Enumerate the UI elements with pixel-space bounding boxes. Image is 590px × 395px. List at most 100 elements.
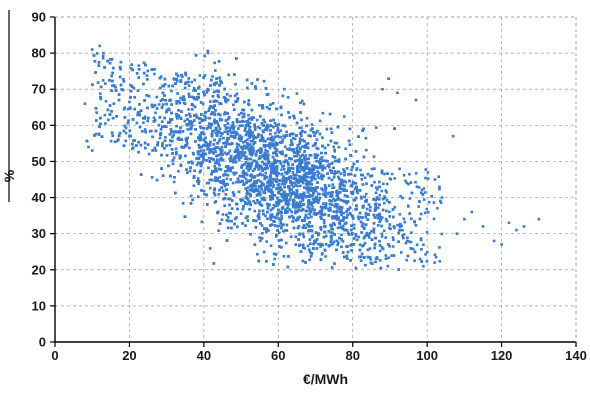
scatter-point [348, 140, 351, 143]
scatter-point [346, 167, 349, 170]
scatter-point [385, 257, 388, 260]
scatter-point [163, 94, 166, 97]
scatter-point [180, 79, 183, 82]
scatter-point [346, 229, 349, 232]
scatter-point [357, 216, 360, 219]
scatter-point [302, 226, 305, 229]
scatter-point [269, 133, 272, 136]
scatter-point [189, 166, 192, 169]
scatter-point [410, 217, 413, 220]
scatter-point [188, 93, 191, 96]
scatter-point [277, 191, 280, 194]
scatter-point [224, 145, 227, 148]
scatter-point [110, 110, 113, 113]
scatter-point [253, 126, 256, 129]
scatter-point [335, 249, 338, 252]
scatter-point [247, 114, 250, 117]
scatter-point [324, 249, 327, 252]
scatter-point [266, 167, 269, 170]
scatter-point [245, 161, 248, 164]
scatter-point [342, 189, 345, 192]
scatter-point [342, 251, 345, 254]
scatter-point [241, 164, 244, 167]
scatter-point [323, 222, 326, 225]
scatter-point [114, 141, 117, 144]
scatter-point [100, 86, 103, 89]
scatter-point [311, 179, 314, 182]
scatter-point [279, 141, 282, 144]
scatter-point [235, 149, 238, 152]
scatter-point [341, 180, 344, 183]
scatter-point [289, 148, 292, 151]
scatter-point [406, 237, 409, 240]
scatter-point [180, 110, 183, 113]
scatter-point [303, 224, 306, 227]
scatter-point [252, 147, 255, 150]
scatter-point [325, 243, 328, 246]
scatter-point [193, 184, 196, 187]
scatter-point [299, 155, 302, 158]
scatter-point [220, 135, 223, 138]
scatter-point [380, 217, 383, 220]
scatter-point [222, 190, 225, 193]
scatter-point [193, 170, 196, 173]
scatter-point [203, 127, 206, 130]
scatter-point [299, 196, 302, 199]
scatter-point [172, 134, 175, 137]
scatter-point [275, 253, 278, 256]
scatter-point [250, 174, 253, 177]
scatter-point [434, 178, 437, 181]
scatter-point [304, 159, 307, 162]
scatter-point [305, 125, 308, 128]
scatter-point [196, 116, 199, 119]
scatter-point [146, 74, 149, 77]
scatter-point [419, 218, 422, 221]
scatter-point [325, 235, 328, 238]
scatter-point [238, 113, 241, 116]
scatter-point [282, 138, 285, 141]
scatter-point [420, 237, 423, 240]
scatter-point [221, 132, 224, 135]
scatter-point [338, 237, 341, 240]
scatter-point [256, 194, 259, 197]
scatter-point [161, 142, 164, 145]
scatter-point [188, 95, 191, 98]
scatter-point [277, 184, 280, 187]
scatter-point [324, 167, 327, 170]
scatter-point [140, 144, 143, 147]
scatter-point [236, 143, 239, 146]
scatter-point [266, 150, 269, 153]
scatter-point [311, 225, 314, 228]
scatter-point [374, 243, 377, 246]
scatter-point [348, 233, 351, 236]
scatter-point [206, 90, 209, 93]
scatter-point [175, 125, 178, 128]
scatter-point [252, 116, 255, 119]
scatter-point [219, 222, 222, 225]
scatter-point [379, 194, 382, 197]
scatter-point [194, 106, 197, 109]
scatter-point [397, 268, 400, 271]
scatter-point [194, 89, 197, 92]
scatter-point [309, 209, 312, 212]
scatter-point [203, 115, 206, 118]
scatter-point [321, 136, 324, 139]
scatter-point [248, 208, 251, 211]
scatter-point [266, 211, 269, 214]
scatter-point [132, 118, 135, 121]
scatter-point [365, 182, 368, 185]
scatter-point [107, 119, 110, 122]
scatter-point [174, 192, 177, 195]
scatter-point [288, 167, 291, 170]
scatter-point [389, 228, 392, 231]
scatter-point [248, 99, 251, 102]
scatter-point [165, 144, 168, 147]
scatter-point [249, 150, 252, 153]
scatter-point [228, 116, 231, 119]
scatter-point [309, 201, 312, 204]
scatter-point [350, 229, 353, 232]
scatter-point [236, 121, 239, 124]
scatter-point [283, 191, 286, 194]
scatter-point [151, 68, 154, 71]
scatter-point [133, 108, 136, 111]
